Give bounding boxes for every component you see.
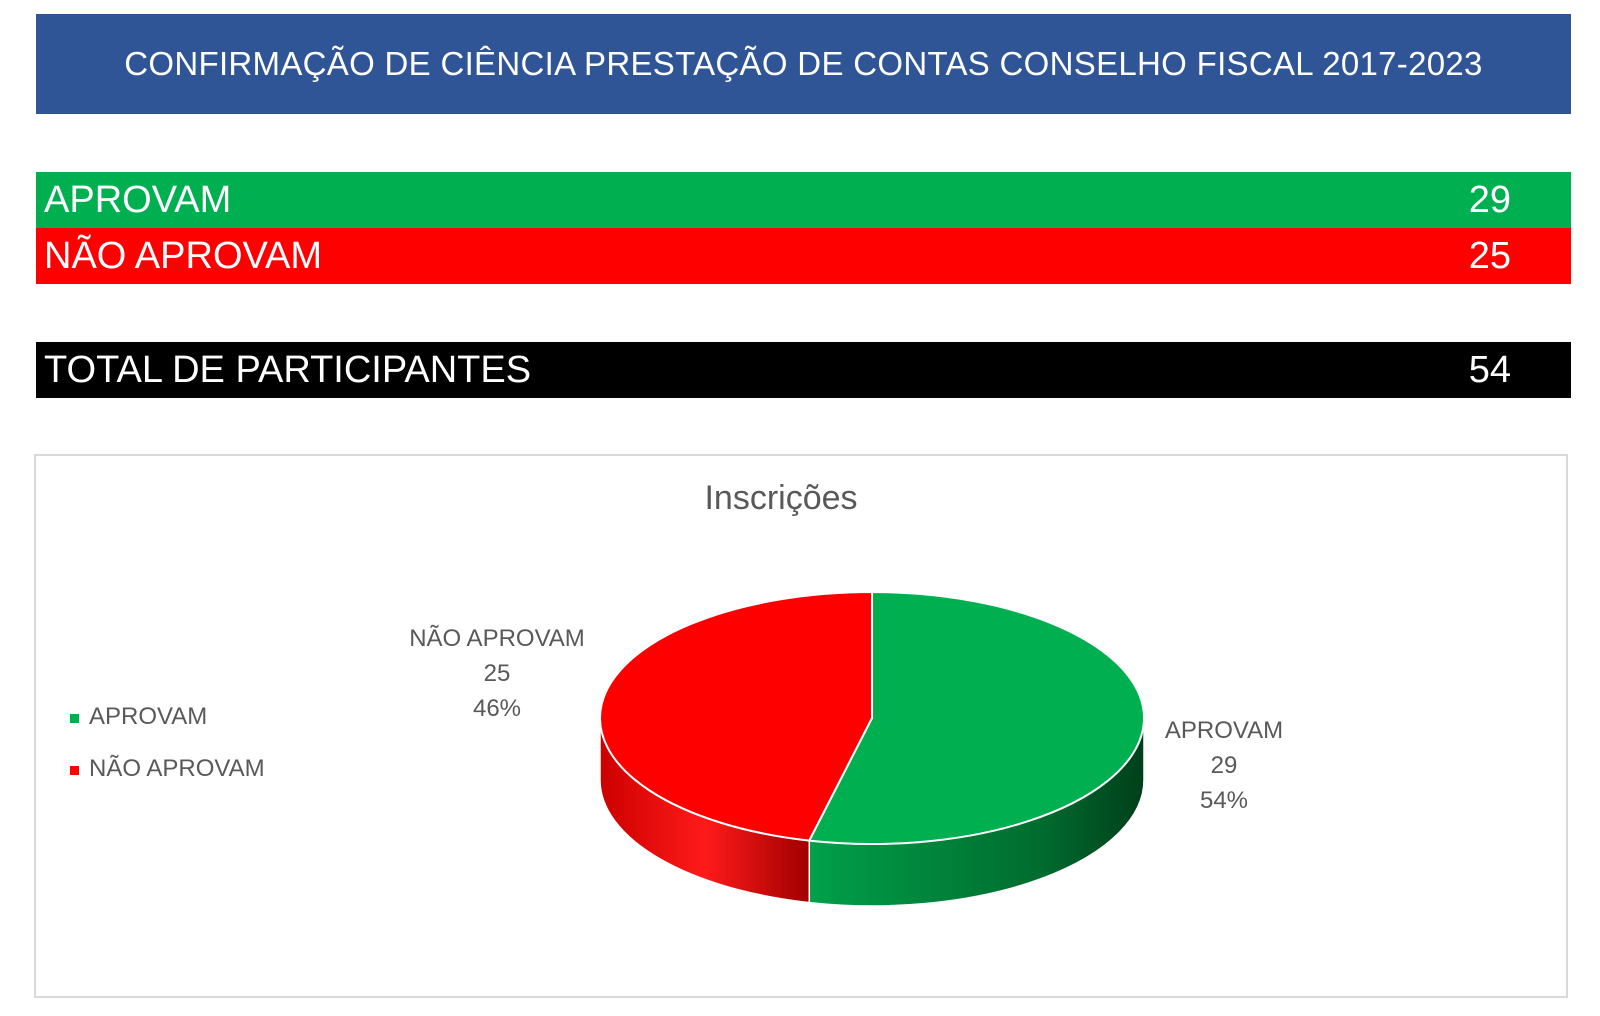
data-label-percent: 54% bbox=[1200, 787, 1248, 814]
total-row: TOTAL DE PARTICIPANTES 54 bbox=[36, 342, 1571, 398]
pie-chart-panel: Inscrições APROVAM NÃO APROVAM APROVAM 29 5… bbox=[34, 454, 1568, 998]
banner-title: CONFIRMAÇÃO DE CIÊNCIA PRESTAÇÃO DE CONT… bbox=[124, 45, 1483, 82]
data-label-value: 29 bbox=[1211, 752, 1238, 779]
data-label-value: 25 bbox=[484, 660, 511, 687]
pie-slice-aprovam bbox=[807, 590, 1145, 845]
legend-swatch bbox=[70, 714, 79, 723]
legend-label: NÃO APROVAM bbox=[89, 755, 265, 782]
total-count: 54 bbox=[1468, 348, 1511, 391]
pie-chart: Inscrições APROVAM NÃO APROVAM APROVAM 29 5… bbox=[70, 479, 1283, 907]
reject-row: NÃO APROVAM 25 bbox=[36, 228, 1571, 284]
chart-title: Inscrições bbox=[704, 479, 857, 517]
reject-label: NÃO APROVAM bbox=[44, 234, 323, 277]
pie-slice-n-o-aprovam bbox=[599, 590, 873, 842]
data-label-name: APROVAM bbox=[1165, 717, 1283, 744]
legend-swatch bbox=[70, 766, 79, 775]
reject-count: 25 bbox=[1468, 234, 1511, 277]
total-label: TOTAL DE PARTICIPANTES bbox=[44, 348, 532, 391]
approve-count: 29 bbox=[1468, 178, 1511, 221]
title-banner: CONFIRMAÇÃO DE CIÊNCIA PRESTAÇÃO DE CONT… bbox=[36, 14, 1571, 114]
data-label-percent: 46% bbox=[473, 695, 521, 722]
approve-row: APROVAM 29 bbox=[36, 172, 1571, 228]
data-label-name: NÃO APROVAM bbox=[409, 625, 585, 652]
approve-label: APROVAM bbox=[44, 178, 232, 221]
legend-label: APROVAM bbox=[89, 703, 207, 730]
